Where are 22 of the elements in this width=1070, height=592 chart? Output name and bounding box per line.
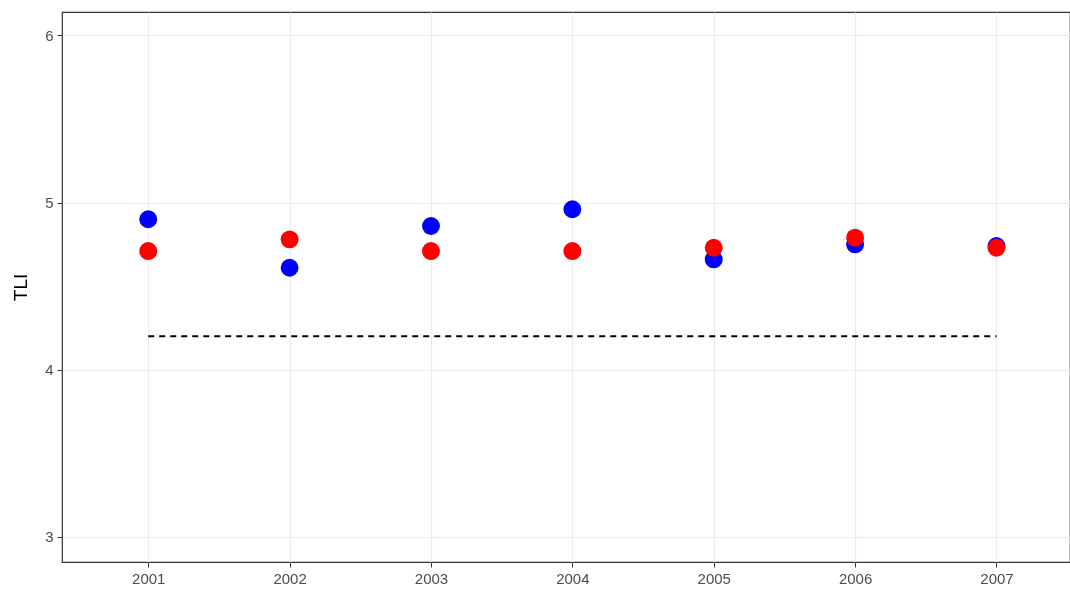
point [280, 258, 299, 277]
y-tick-label: 4 [45, 361, 54, 379]
y-tick-label: 5 [45, 194, 54, 212]
x-tick-label: 2007 [980, 569, 1014, 587]
y-tick-label: 3 [45, 528, 54, 546]
point [139, 210, 158, 229]
x-tick-label: 2005 [697, 569, 731, 587]
x-tick-label: 2006 [838, 569, 873, 587]
x-tick-label: 2002 [273, 569, 307, 587]
point [280, 230, 299, 249]
point [704, 238, 723, 257]
point [563, 242, 582, 260]
x-tick-label: 2001 [132, 569, 166, 587]
x-tick-label: 2003 [414, 569, 449, 587]
point [422, 217, 440, 235]
point [563, 200, 582, 219]
y-axis-title: TLI [10, 273, 32, 302]
point [422, 242, 440, 260]
x-tick-label: 2004 [556, 569, 590, 587]
point [846, 228, 865, 247]
y-tick-label: 6 [45, 26, 54, 44]
point [139, 242, 158, 260]
